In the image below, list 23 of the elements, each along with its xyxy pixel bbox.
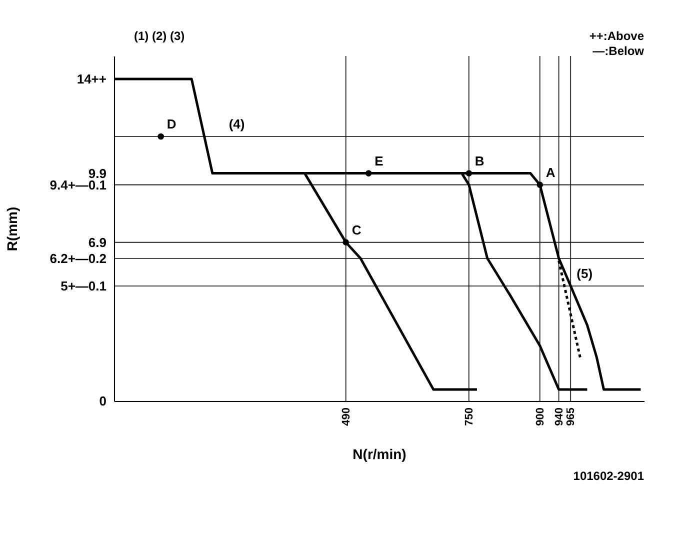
x-tick-label: 965 (565, 408, 578, 426)
y-tick-label: 5+—0.1 (60, 278, 106, 294)
y-tick-label: 6.9 (88, 234, 106, 250)
annotation: C (352, 222, 362, 238)
x-tick-label: 900 (534, 408, 546, 426)
annotation: D (166, 116, 176, 132)
annotation: B (474, 153, 484, 168)
x-tick-label: 940 (553, 408, 566, 426)
y-tick-label: 6.2+—0.2 (50, 250, 106, 266)
annotation: E (374, 153, 384, 168)
text: (1) (2) (3) (134, 29, 185, 43)
annotation: —:Below (592, 44, 645, 58)
text: 101602-2901 (573, 469, 644, 483)
y-axis-title: R(mm) (4, 206, 20, 252)
x-tick-label: 490 (340, 408, 352, 426)
text: ++:Above (589, 29, 644, 43)
annotation: (4) (228, 116, 245, 132)
x-axis-title: N(r/min) (352, 446, 406, 462)
annotation: (5) (576, 266, 593, 281)
y-tick-label: 0 (99, 394, 106, 408)
annotation: A (546, 164, 556, 180)
x-tick-label: 750 (463, 408, 476, 426)
y-tick-label: 14++ (76, 72, 107, 86)
